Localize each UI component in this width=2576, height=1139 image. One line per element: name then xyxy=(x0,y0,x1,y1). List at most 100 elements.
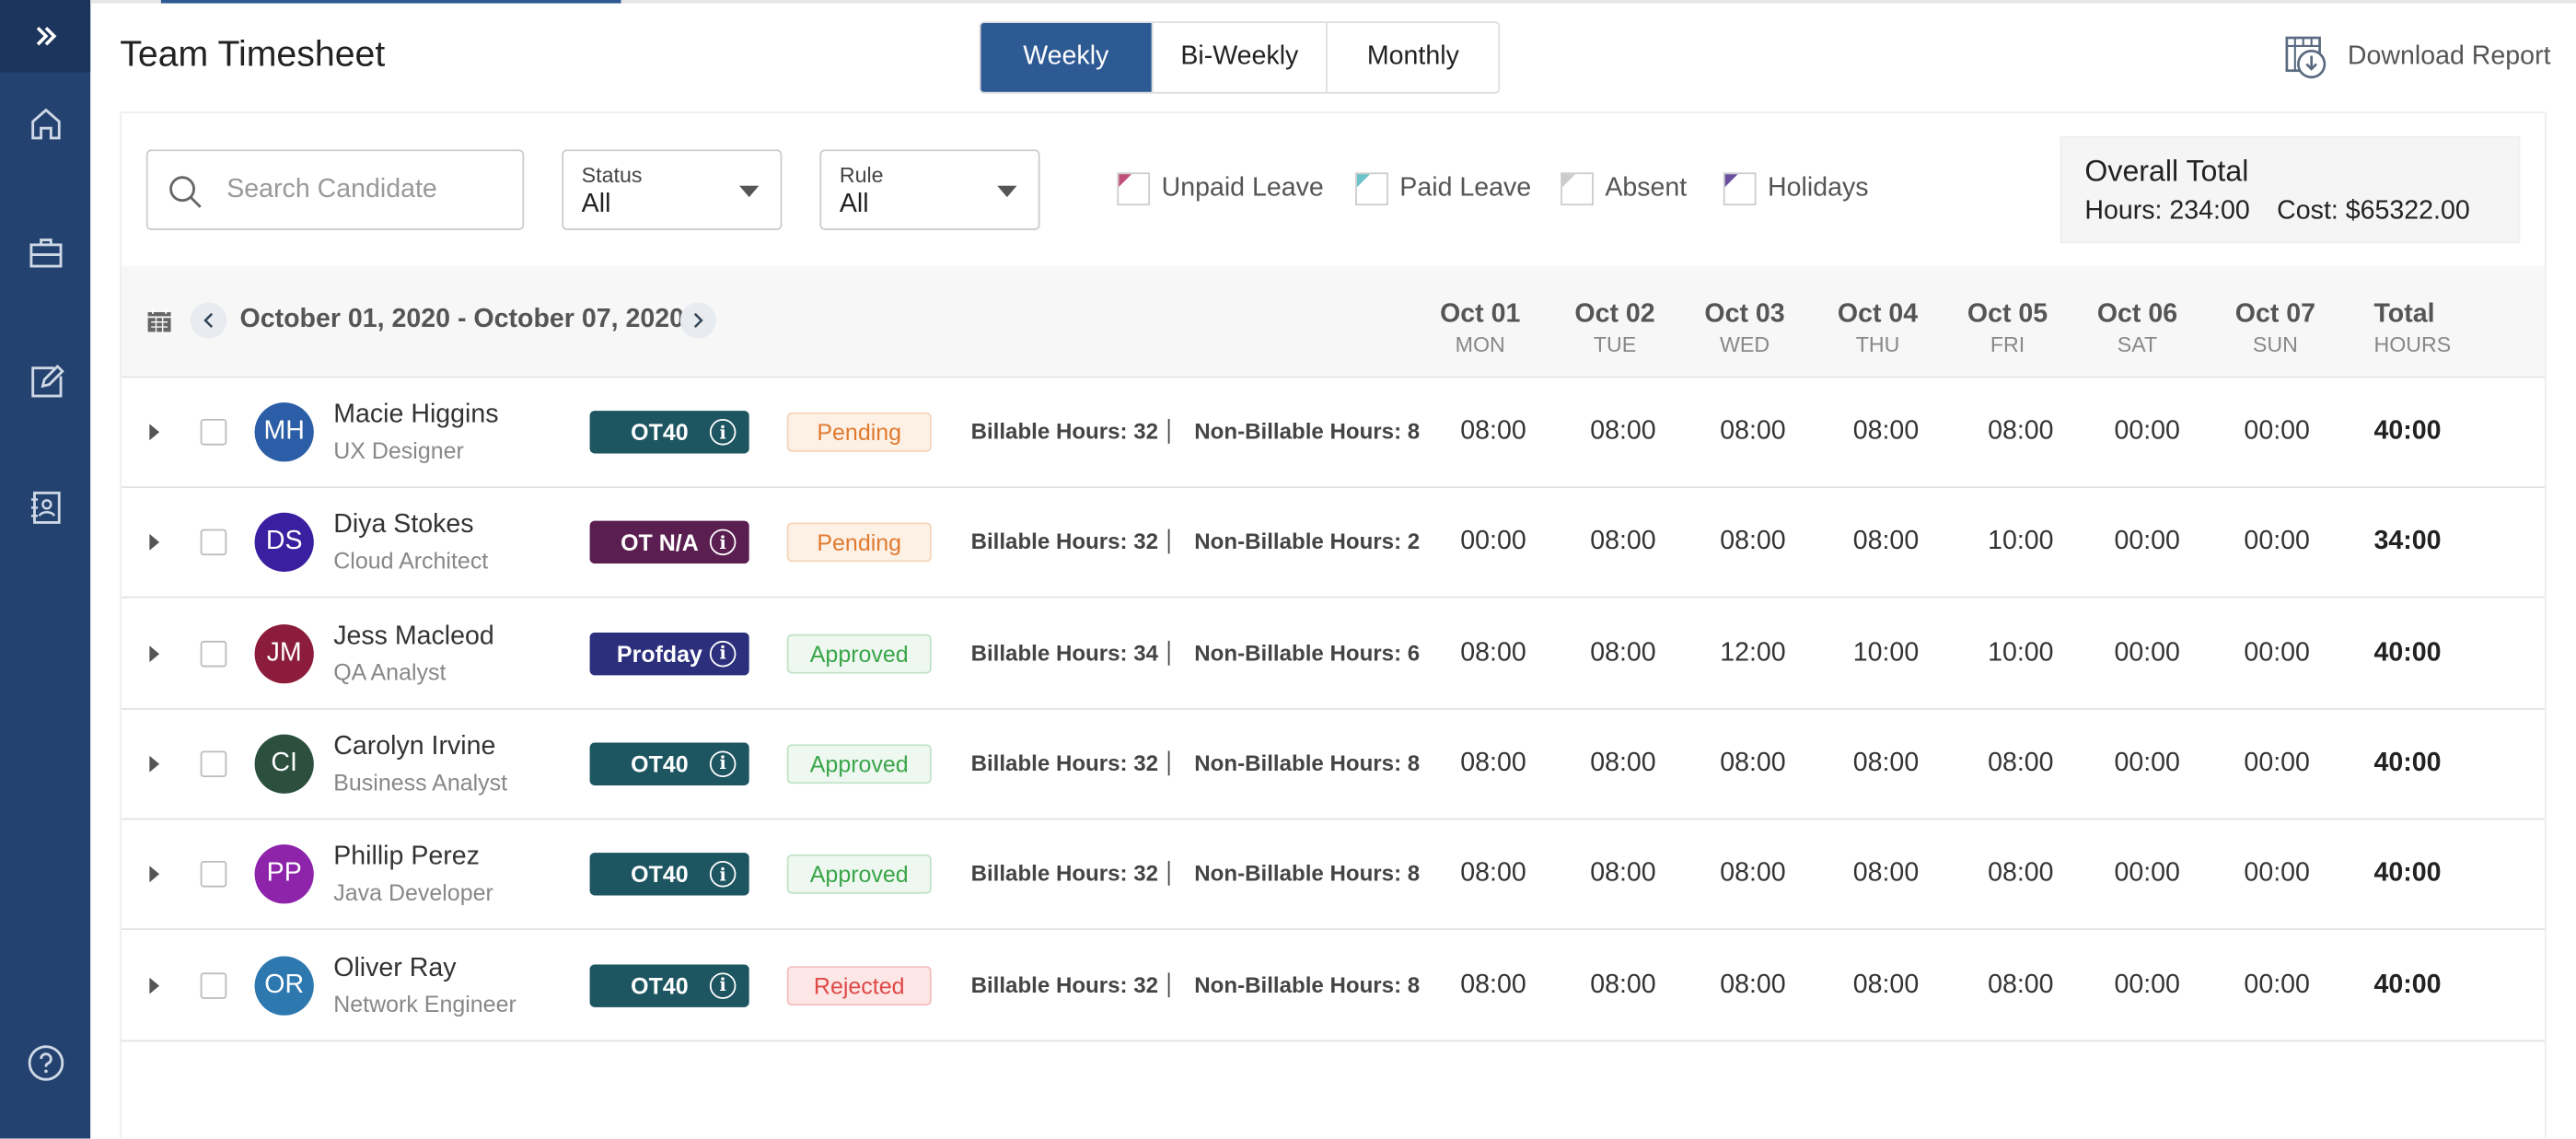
day-hours: 08:00 xyxy=(1720,528,1786,556)
day-hours: 00:00 xyxy=(2244,417,2310,446)
day-date: Oct 03 xyxy=(1704,300,1785,329)
rule-badge[interactable]: OT40 ℹ xyxy=(589,963,749,1006)
day-hours: 08:00 xyxy=(1852,970,1920,999)
day-hours: 00:00 xyxy=(2114,749,2180,777)
legend-swatch[interactable] xyxy=(1723,172,1757,206)
legend-swatch[interactable] xyxy=(1561,172,1594,206)
expand-button[interactable] xyxy=(0,0,91,73)
day-date: Oct 01 xyxy=(1440,300,1521,329)
expand-arrow[interactable] xyxy=(149,976,160,994)
view-tab[interactable]: Weekly xyxy=(981,22,1152,92)
view-tab[interactable]: Monthly xyxy=(1326,22,1499,92)
info-icon[interactable]: ℹ xyxy=(709,971,737,999)
day-weekday: TUE xyxy=(1593,331,1637,357)
row-checkbox[interactable] xyxy=(200,971,227,999)
status-badge: Pending xyxy=(786,412,932,452)
day-hours: 08:00 xyxy=(1852,417,1920,446)
search-placeholder: Search Candidate xyxy=(226,175,437,204)
day-hours: 00:00 xyxy=(2114,970,2180,999)
expand-arrow[interactable] xyxy=(149,645,160,662)
day-hours: 08:00 xyxy=(1460,859,1526,888)
legend-label: Unpaid Leave xyxy=(1161,174,1324,203)
rule-label: Profday xyxy=(616,640,702,667)
download-icon[interactable] xyxy=(2283,34,2329,80)
expand-arrow[interactable] xyxy=(149,755,160,773)
dropdown-value: All xyxy=(581,190,611,219)
day-date: Oct 06 xyxy=(2096,300,2178,329)
info-icon[interactable]: ℹ xyxy=(709,529,737,556)
info-icon[interactable]: ℹ xyxy=(709,861,737,888)
employee-name: Macie Higgins xyxy=(333,401,499,429)
status-badge: Rejected xyxy=(786,965,932,1005)
row-checkbox[interactable] xyxy=(200,861,227,888)
dropdown-value: All xyxy=(839,190,869,219)
download-report[interactable]: Download Report xyxy=(2347,42,2551,71)
row xyxy=(122,710,2546,820)
edit-icon[interactable] xyxy=(28,363,64,399)
day-hours: 00:00 xyxy=(2114,859,2180,888)
day-hours: 00:00 xyxy=(2114,528,2180,556)
legend-swatch[interactable] xyxy=(1355,172,1388,206)
briefcase-icon[interactable] xyxy=(28,235,64,271)
view-tab[interactable]: Bi-Weekly xyxy=(1151,22,1327,92)
status-dropdown[interactable]: Status All xyxy=(562,149,783,230)
rule-badge[interactable]: OT N/A ℹ xyxy=(589,521,749,564)
expand-arrow[interactable] xyxy=(149,424,160,441)
day-hours: 08:00 xyxy=(1720,417,1786,446)
day-hours: 00:00 xyxy=(2244,638,2310,667)
search-box[interactable]: Search Candidate xyxy=(145,149,525,230)
rule-dropdown[interactable]: Rule All xyxy=(819,149,1040,230)
day-hours: 08:00 xyxy=(1460,749,1526,777)
info-icon[interactable]: ℹ xyxy=(709,419,737,446)
legend-swatch[interactable] xyxy=(1117,172,1151,206)
expand-arrow[interactable] xyxy=(149,866,160,883)
separator xyxy=(1167,750,1170,776)
rule-badge[interactable]: Profday ℹ xyxy=(589,632,749,675)
info-icon[interactable]: ℹ xyxy=(709,640,737,667)
day-hours: 00:00 xyxy=(2244,970,2310,999)
sidebar xyxy=(0,0,91,1139)
day-hours: 00:00 xyxy=(2244,749,2310,777)
employee-role: QA Analyst xyxy=(333,657,447,685)
prev-week[interactable] xyxy=(190,302,227,339)
total-hours: 40:00 xyxy=(2373,417,2442,446)
separator xyxy=(1167,861,1170,887)
home-icon[interactable] xyxy=(28,105,64,141)
view-tabs: Weekly Bi-Weekly Monthly xyxy=(979,21,1501,94)
next-week[interactable] xyxy=(679,302,716,339)
separator xyxy=(1167,419,1170,444)
row-checkbox[interactable] xyxy=(200,750,227,777)
row-checkbox[interactable] xyxy=(200,529,227,556)
day-date: Oct 02 xyxy=(1574,300,1655,329)
row xyxy=(122,599,2546,710)
contacts-icon[interactable] xyxy=(28,490,64,526)
employee-name: Oliver Ray xyxy=(333,953,457,982)
employee-role: UX Designer xyxy=(333,436,464,464)
day-hours: 08:00 xyxy=(1590,970,1656,999)
day-hours: 08:00 xyxy=(1720,970,1786,999)
calendar-icon[interactable] xyxy=(146,308,173,334)
expand-arrow[interactable] xyxy=(149,534,160,552)
day-date: Oct 07 xyxy=(2234,300,2316,329)
avatar: DS xyxy=(254,513,314,573)
row-checkbox[interactable] xyxy=(200,419,227,446)
day-hours: 00:00 xyxy=(2244,859,2310,888)
day-weekday: SUN xyxy=(2252,331,2298,357)
row xyxy=(122,378,2546,488)
billable-hours: Billable Hours: 32 xyxy=(970,971,1159,997)
rule-badge[interactable]: OT40 ℹ xyxy=(589,411,749,454)
day-hours: 08:00 xyxy=(1852,859,1920,888)
day-hours: 08:00 xyxy=(1720,859,1786,888)
total-hours: 40:00 xyxy=(2373,749,2442,777)
rule-badge[interactable]: OT40 ℹ xyxy=(589,742,749,785)
overall-total: Overall Total Hours: 234:00 Cost: $65322… xyxy=(2060,136,2521,244)
legend-label: Paid Leave xyxy=(1399,174,1532,203)
rule-label: OT40 xyxy=(631,419,689,446)
help-icon[interactable] xyxy=(27,1043,66,1083)
day-hours: 08:00 xyxy=(1590,859,1656,888)
info-icon[interactable]: ℹ xyxy=(709,750,737,777)
day-hours: 00:00 xyxy=(2114,417,2180,446)
rule-badge[interactable]: OT40 ℹ xyxy=(589,853,749,896)
row-checkbox[interactable] xyxy=(200,640,227,667)
day-hours: 08:00 xyxy=(1460,970,1526,999)
